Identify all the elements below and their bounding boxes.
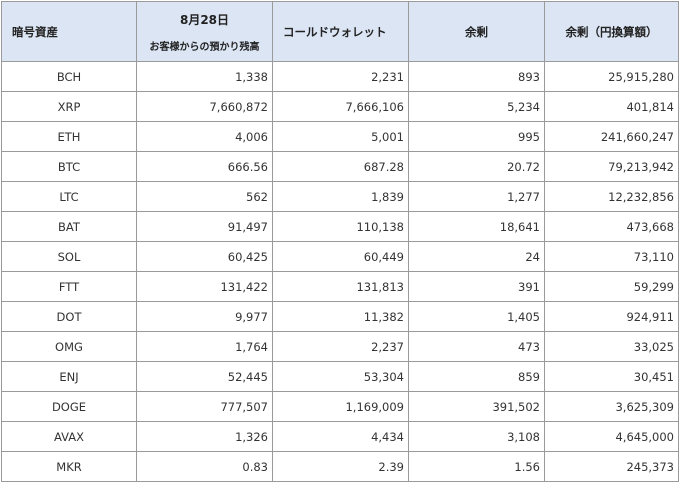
table-row: BTC 666.56 687.28 20.72 79,213,942	[1, 151, 679, 182]
surplus-cell: 995	[408, 121, 545, 152]
cold-wallet-cell: 687.28	[272, 151, 409, 182]
asset-cell: LTC	[1, 181, 137, 212]
surplus-jpy-cell: 12,232,856	[544, 181, 679, 212]
asset-cell: MKR	[1, 451, 137, 482]
cold-wallet-cell: 53,304	[272, 361, 409, 392]
table-row: MKR 0.83 2.39 1.56 245,373	[1, 451, 679, 482]
surplus-jpy-cell: 4,645,000	[544, 421, 679, 452]
table-row: XRP 7,660,872 7,666,106 5,234 401,814	[1, 91, 679, 122]
cold-wallet-cell: 110,138	[272, 211, 409, 242]
header-surplus: 余剰	[408, 1, 545, 62]
customer-balance-cell: 4,006	[136, 121, 273, 152]
cold-wallet-cell: 7,666,106	[272, 91, 409, 122]
surplus-jpy-cell: 73,110	[544, 241, 679, 272]
surplus-cell: 859	[408, 361, 545, 392]
surplus-jpy-cell: 33,025	[544, 331, 679, 362]
surplus-cell: 1,405	[408, 301, 545, 332]
surplus-cell: 3,108	[408, 421, 545, 452]
customer-balance-cell: 1,764	[136, 331, 273, 362]
table-body: BCH 1,338 2,231 893 25,915,280 XRP 7,660,872 7,…	[1, 61, 679, 482]
table-row: SOL 60,425 60,449 24 73,110	[1, 241, 679, 272]
surplus-cell: 391	[408, 271, 545, 302]
cold-wallet-cell: 2.39	[272, 451, 409, 482]
surplus-jpy-cell: 241,660,247	[544, 121, 679, 152]
customer-balance-cell: 777,507	[136, 391, 273, 422]
surplus-jpy-cell: 79,213,942	[544, 151, 679, 182]
customer-balance-cell: 562	[136, 181, 273, 212]
cold-wallet-cell: 5,001	[272, 121, 409, 152]
asset-cell: AVAX	[1, 421, 137, 452]
cold-wallet-cell: 2,231	[272, 61, 409, 92]
customer-balance-cell: 1,326	[136, 421, 273, 452]
header-customer-label: お客様からの預かり残高	[149, 41, 260, 53]
header-customer-date: 8月28日	[179, 12, 230, 27]
asset-cell: XRP	[1, 91, 137, 122]
asset-cell: DOT	[1, 301, 137, 332]
asset-cell: BTC	[1, 151, 137, 182]
table-row: DOGE 777,507 1,169,009 391,502 3,625,309	[1, 391, 679, 422]
customer-balance-cell: 0.83	[136, 451, 273, 482]
table-row: DOT 9,977 11,382 1,405 924,911	[1, 301, 679, 332]
asset-cell: BAT	[1, 211, 137, 242]
customer-balance-cell: 1,338	[136, 61, 273, 92]
customer-balance-cell: 52,445	[136, 361, 273, 392]
surplus-cell: 473	[408, 331, 545, 362]
cold-wallet-cell: 11,382	[272, 301, 409, 332]
surplus-cell: 5,234	[408, 91, 545, 122]
surplus-jpy-cell: 401,814	[544, 91, 679, 122]
asset-cell: ENJ	[1, 361, 137, 392]
surplus-jpy-cell: 924,911	[544, 301, 679, 332]
table-row: BAT 91,497 110,138 18,641 473,668	[1, 211, 679, 242]
surplus-jpy-cell: 30,451	[544, 361, 679, 392]
cold-wallet-cell: 131,813	[272, 271, 409, 302]
table-row: BCH 1,338 2,231 893 25,915,280	[1, 61, 679, 92]
table-row: ENJ 52,445 53,304 859 30,451	[1, 361, 679, 392]
surplus-jpy-cell: 59,299	[544, 271, 679, 302]
asset-cell: DOGE	[1, 391, 137, 422]
cold-wallet-cell: 1,839	[272, 181, 409, 212]
table-row: ETH 4,006 5,001 995 241,660,247	[1, 121, 679, 152]
customer-balance-cell: 9,977	[136, 301, 273, 332]
asset-cell: BCH	[1, 61, 137, 92]
cold-wallet-cell: 4,434	[272, 421, 409, 452]
asset-cell: ETH	[1, 121, 137, 152]
header-surplus-jpy: 余剰（円換算額）	[544, 1, 679, 62]
customer-balance-cell: 7,660,872	[136, 91, 273, 122]
table-row: OMG 1,764 2,237 473 33,025	[1, 331, 679, 362]
asset-cell: FTT	[1, 271, 137, 302]
table-row: AVAX 1,326 4,434 3,108 4,645,000	[1, 421, 679, 452]
cold-wallet-cell: 1,169,009	[272, 391, 409, 422]
header-asset: 暗号資産	[1, 1, 137, 62]
surplus-jpy-cell: 473,668	[544, 211, 679, 242]
cold-wallet-cell: 60,449	[272, 241, 409, 272]
surplus-cell: 24	[408, 241, 545, 272]
surplus-cell: 893	[408, 61, 545, 92]
surplus-cell: 18,641	[408, 211, 545, 242]
customer-balance-cell: 131,422	[136, 271, 273, 302]
customer-balance-cell: 60,425	[136, 241, 273, 272]
customer-balance-cell: 91,497	[136, 211, 273, 242]
table-header: 暗号資産 8月28日 お客様からの預かり残高 コールドウォレット 余剰 余剰（円…	[1, 1, 679, 62]
asset-cell: OMG	[1, 331, 137, 362]
table-row: FTT 131,422 131,813 391 59,299	[1, 271, 679, 302]
surplus-jpy-cell: 25,915,280	[544, 61, 679, 92]
surplus-cell: 20.72	[408, 151, 545, 182]
surplus-cell: 391,502	[408, 391, 545, 422]
reserve-table: 暗号資産 8月28日 お客様からの預かり残高 コールドウォレット 余剰 余剰（円…	[1, 1, 679, 482]
asset-cell: SOL	[1, 241, 137, 272]
surplus-jpy-cell: 245,373	[544, 451, 679, 482]
header-row: 暗号資産 8月28日 お客様からの預かり残高 コールドウォレット 余剰 余剰（円…	[1, 1, 679, 62]
surplus-cell: 1,277	[408, 181, 545, 212]
customer-balance-cell: 666.56	[136, 151, 273, 182]
header-customer-balance: 8月28日 お客様からの預かり残高	[136, 1, 273, 62]
cold-wallet-cell: 2,237	[272, 331, 409, 362]
surplus-cell: 1.56	[408, 451, 545, 482]
header-cold-wallet: コールドウォレット	[272, 1, 409, 62]
table-row: LTC 562 1,839 1,277 12,232,856	[1, 181, 679, 212]
surplus-jpy-cell: 3,625,309	[544, 391, 679, 422]
